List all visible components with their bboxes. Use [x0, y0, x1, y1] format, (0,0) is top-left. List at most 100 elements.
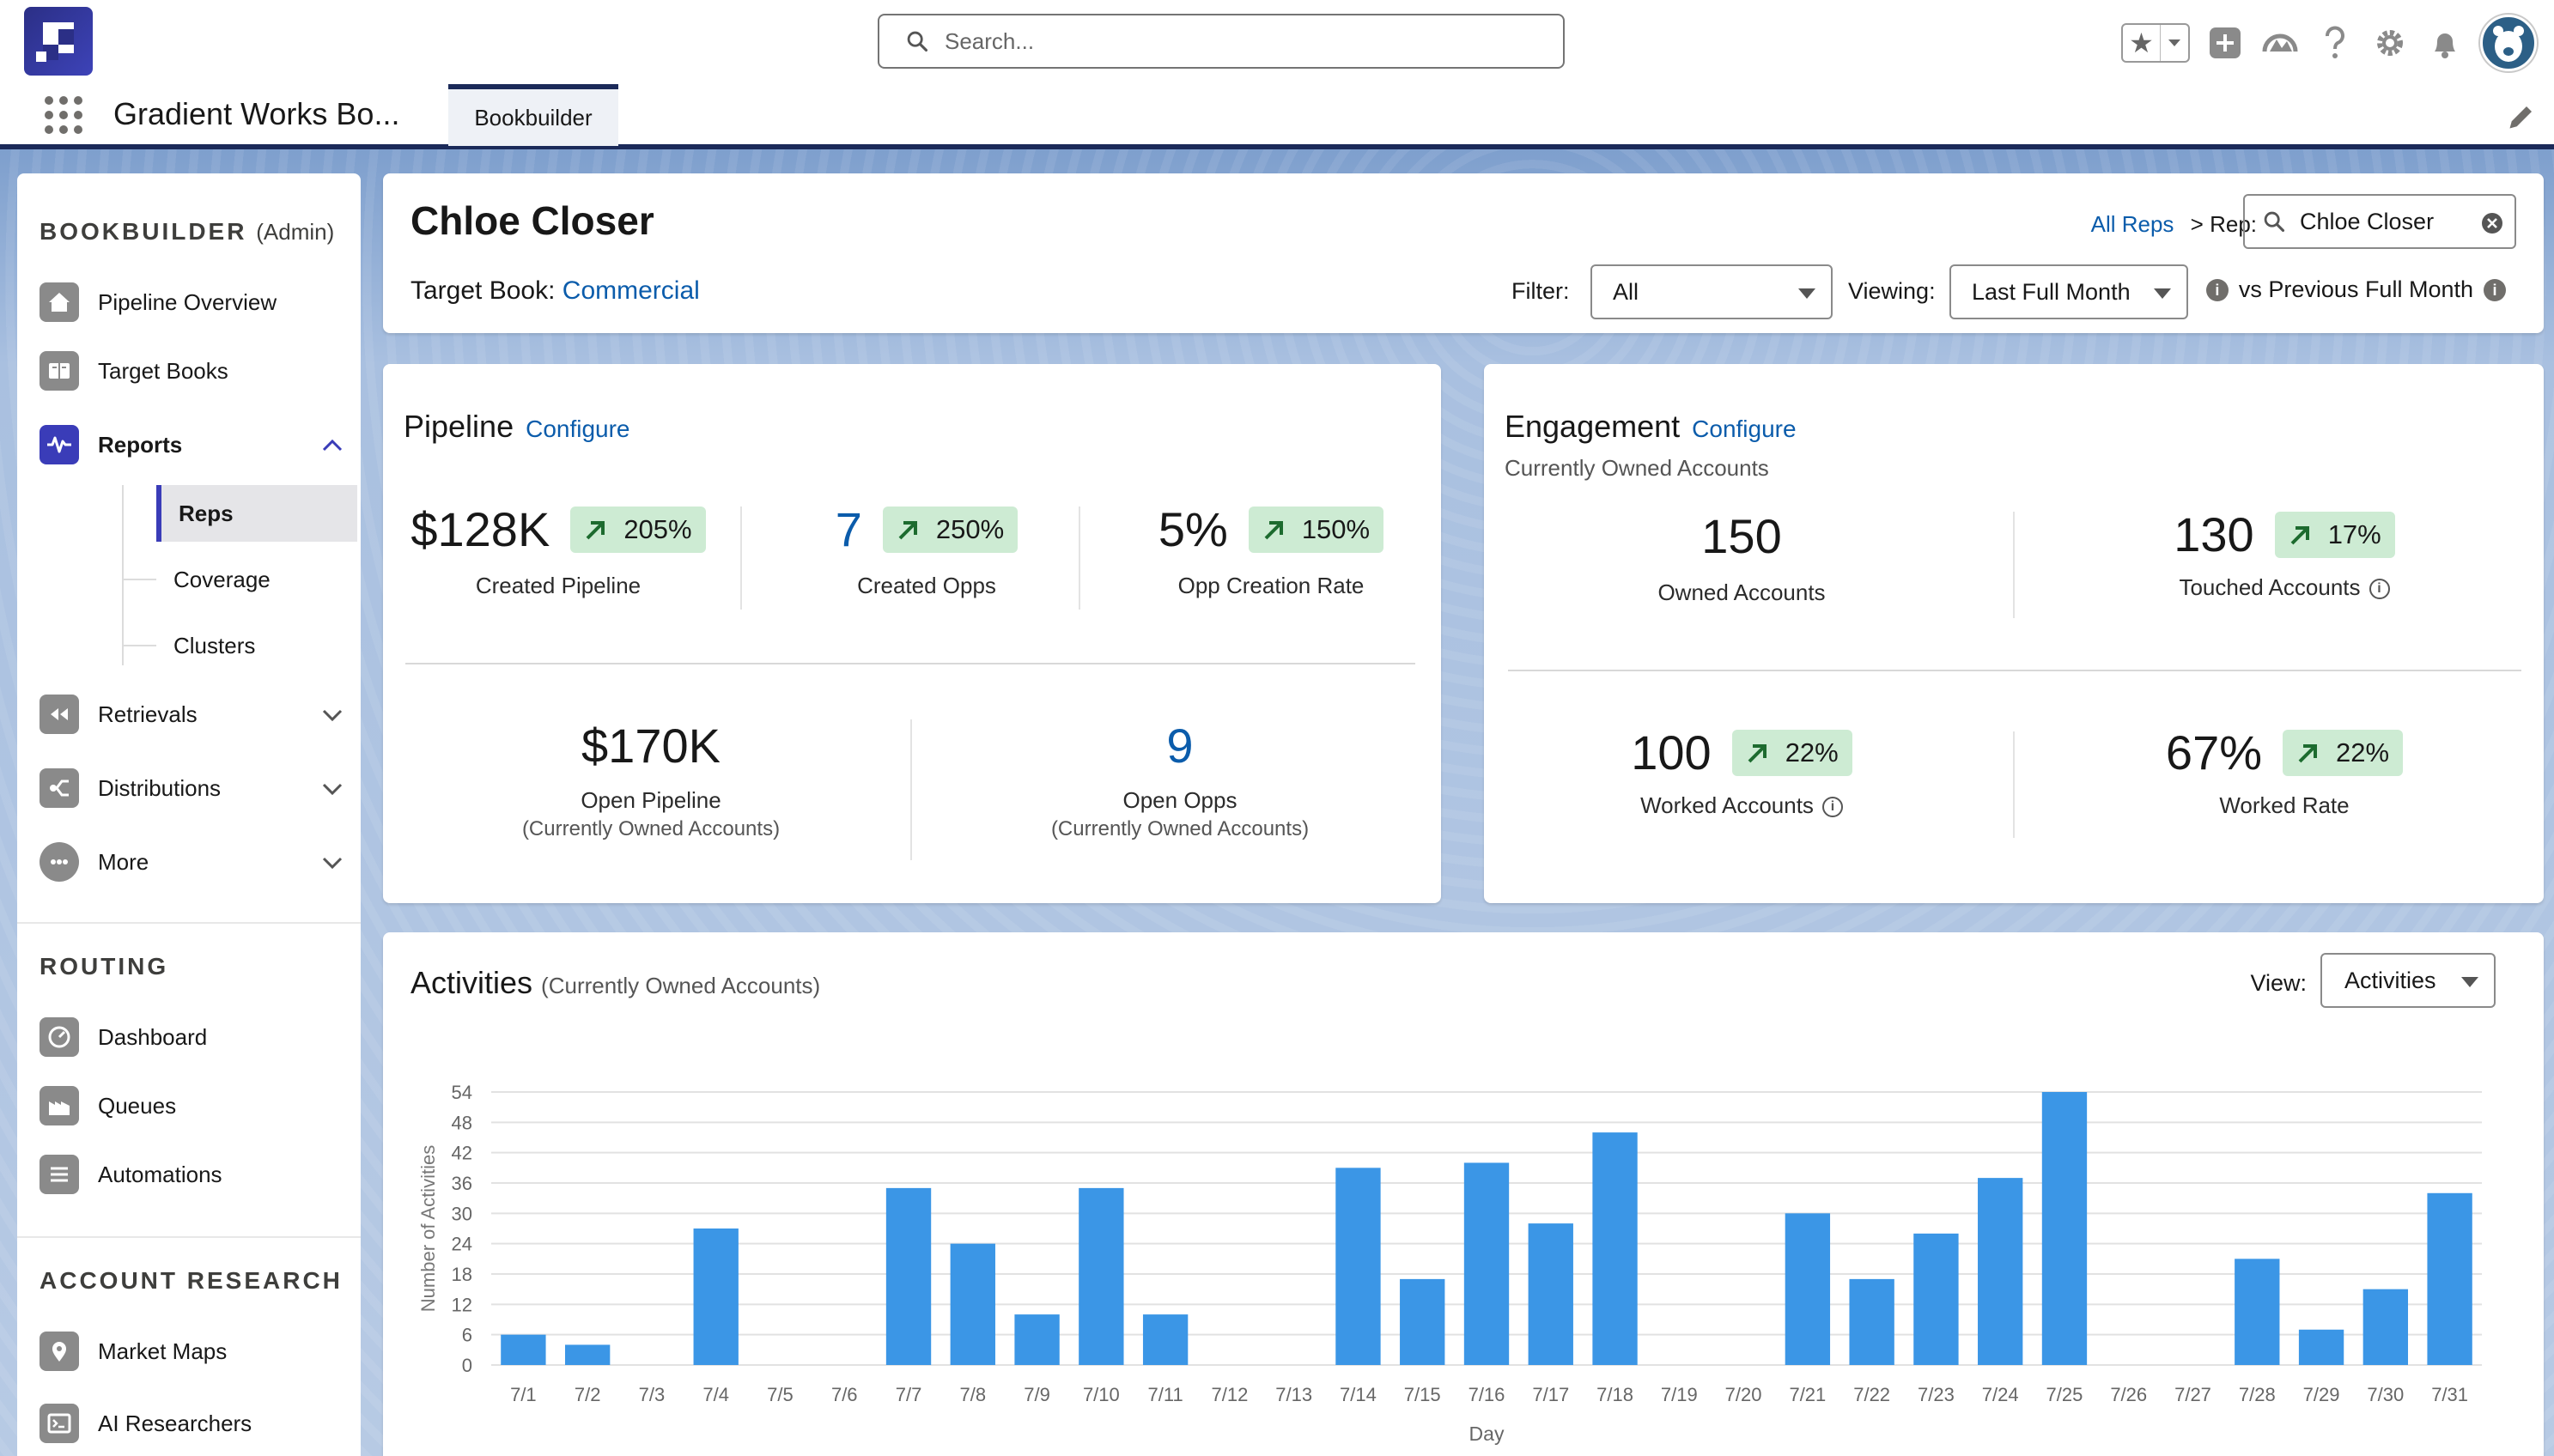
arrow-up-right-icon	[586, 520, 605, 539]
more-icon	[40, 842, 79, 882]
activities-bar-chart: 0 6 12 18 24 30 36 42 48 54 7/1 7/2 7/3 7/4 7/5 7/6 7/7 7…	[417, 1082, 2482, 1445]
x-tick-label: 7/23	[1918, 1384, 1955, 1405]
sidebar-subitem-coverage[interactable]: Coverage	[122, 551, 357, 608]
split-icon	[40, 768, 79, 808]
sidebar-item-ai-researchers[interactable]: AI Researchers	[40, 1401, 357, 1446]
engagement-configure-link[interactable]: Configure	[1692, 416, 1797, 442]
divider	[1079, 507, 1080, 610]
x-tick-label: 7/7	[896, 1384, 922, 1405]
x-tick-label: 7/26	[2110, 1384, 2147, 1405]
metric-open-pipeline: $170K Open Pipeline (Currently Owned Acc…	[521, 719, 781, 840]
sidebar-subitem-clusters[interactable]: Clusters	[122, 617, 357, 674]
sidebar-item-dashboard[interactable]: Dashboard	[40, 1015, 357, 1059]
target-book-link[interactable]: Commercial	[562, 276, 700, 305]
bar	[950, 1243, 995, 1365]
x-tick-label: 7/8	[960, 1384, 987, 1405]
global-search[interactable]	[878, 14, 1565, 69]
sidebar: BOOKBUILDER (Admin) Pipeline Overview Ta…	[17, 173, 361, 1456]
viewing-label: Viewing:	[1848, 278, 1936, 304]
info-icon[interactable]: i	[1821, 797, 1843, 818]
open-opps-link[interactable]: 9	[1166, 719, 1194, 773]
app-launcher-icon[interactable]	[45, 96, 82, 134]
rewind-icon	[40, 695, 79, 734]
book-icon	[40, 351, 79, 391]
pulse-icon	[40, 425, 79, 464]
all-reps-link[interactable]: All Reps	[2090, 211, 2174, 237]
sidebar-item-market-maps[interactable]: Market Maps	[40, 1329, 357, 1374]
help-icon[interactable]	[2315, 23, 2355, 63]
arrow-up-right-icon	[2298, 743, 2318, 762]
x-tick-label: 7/31	[2431, 1384, 2468, 1405]
gear-icon[interactable]	[2370, 23, 2410, 63]
metric-open-opps: 9 Open Opps (Currently Owned Accounts)	[1050, 719, 1310, 840]
reports-subnav: Reps Coverage Clusters	[100, 485, 357, 674]
factory-icon	[40, 1086, 79, 1125]
sidebar-item-pipeline-overview[interactable]: Pipeline Overview	[40, 280, 357, 325]
y-tick-label: 6	[462, 1325, 472, 1346]
star-icon: ★	[2129, 27, 2154, 58]
chevron-down-icon[interactable]	[2159, 25, 2188, 61]
chevron-down-icon[interactable]	[319, 776, 345, 802]
x-tick-label: 7/10	[1083, 1384, 1120, 1405]
y-tick-label: 18	[452, 1264, 472, 1285]
edit-pencil-icon[interactable]	[2506, 101, 2537, 132]
sidebar-item-distributions[interactable]: Distributions	[40, 766, 357, 810]
sidebar-section-routing: ROUTING	[40, 953, 169, 980]
caret-down-icon	[2461, 977, 2478, 987]
x-tick-label: 7/28	[2239, 1384, 2276, 1405]
home-icon	[40, 282, 79, 322]
change-badge: 17%	[2274, 511, 2395, 558]
x-tick-label: 7/14	[1340, 1384, 1377, 1405]
pipeline-configure-link[interactable]: Configure	[526, 416, 630, 442]
x-tick-label: 7/9	[1024, 1384, 1050, 1405]
sidebar-section-bookbuilder: BOOKBUILDER (Admin)	[40, 218, 335, 245]
info-icon[interactable]: i	[2369, 579, 2390, 600]
sidebar-item-queues[interactable]: Queues	[40, 1083, 357, 1128]
bell-icon[interactable]	[2425, 23, 2465, 63]
engagement-card: Engagement Configure Currently Owned Acco…	[1484, 364, 2544, 903]
tab-bookbuilder[interactable]: Bookbuilder	[448, 84, 618, 146]
app-logo[interactable]	[24, 7, 93, 76]
sidebar-divider	[17, 1236, 361, 1238]
sidebar-item-target-books[interactable]: Target Books	[40, 349, 357, 393]
sidebar-item-automations[interactable]: Automations	[40, 1152, 357, 1197]
clear-icon[interactable]	[2480, 211, 2504, 235]
add-icon[interactable]	[2205, 23, 2245, 63]
favorites-button[interactable]: ★	[2121, 23, 2190, 63]
page-title: Chloe Closer	[410, 198, 654, 243]
sidebar-item-reports[interactable]: Reports	[40, 422, 357, 467]
sidebar-item-retrievals[interactable]: Retrievals	[40, 692, 357, 737]
y-tick-label: 48	[452, 1112, 472, 1133]
x-tick-label: 7/21	[1789, 1384, 1826, 1405]
map-pin-icon	[40, 1332, 79, 1371]
app-navigation-bar: Gradient Works Bo... Bookbuilder	[0, 82, 2554, 149]
rep-search-field[interactable]: Chloe Closer	[2243, 194, 2516, 249]
sidebar-item-more[interactable]: More	[40, 840, 357, 884]
sidebar-subitem-reps[interactable]: Reps	[156, 485, 357, 542]
chevron-down-icon[interactable]	[319, 702, 345, 728]
y-axis-label: Number of Activities	[417, 1145, 439, 1312]
search-input[interactable]	[943, 27, 1527, 56]
change-badge: 22%	[2283, 729, 2404, 776]
avatar[interactable]	[2480, 15, 2537, 71]
x-tick-label: 7/24	[1982, 1384, 2019, 1405]
metric-touched-accounts: 130 17% Touched Accounts i	[2044, 507, 2525, 601]
search-icon	[907, 31, 928, 52]
arrow-up-right-icon	[2290, 525, 2309, 544]
trailhead-icon[interactable]	[2260, 23, 2300, 63]
x-tick-label: 7/29	[2303, 1384, 2340, 1405]
chevron-up-icon[interactable]	[319, 433, 345, 458]
x-axis-label: Day	[1469, 1423, 1505, 1445]
y-tick-label: 36	[452, 1173, 472, 1194]
y-tick-label: 12	[452, 1294, 472, 1315]
filter-select[interactable]: All	[1590, 264, 1833, 319]
divider	[2013, 512, 2015, 618]
created-opps-link[interactable]: 7	[835, 502, 862, 556]
view-select[interactable]: Activities	[2320, 953, 2496, 1008]
viewing-select[interactable]: Last Full Month	[1949, 264, 2188, 319]
info-icon[interactable]: i	[2484, 278, 2506, 301]
divider	[2013, 731, 2015, 838]
chevron-down-icon[interactable]	[319, 850, 345, 876]
engagement-title: Engagement Configure	[1505, 409, 1797, 444]
info-icon[interactable]: i	[2205, 278, 2229, 301]
